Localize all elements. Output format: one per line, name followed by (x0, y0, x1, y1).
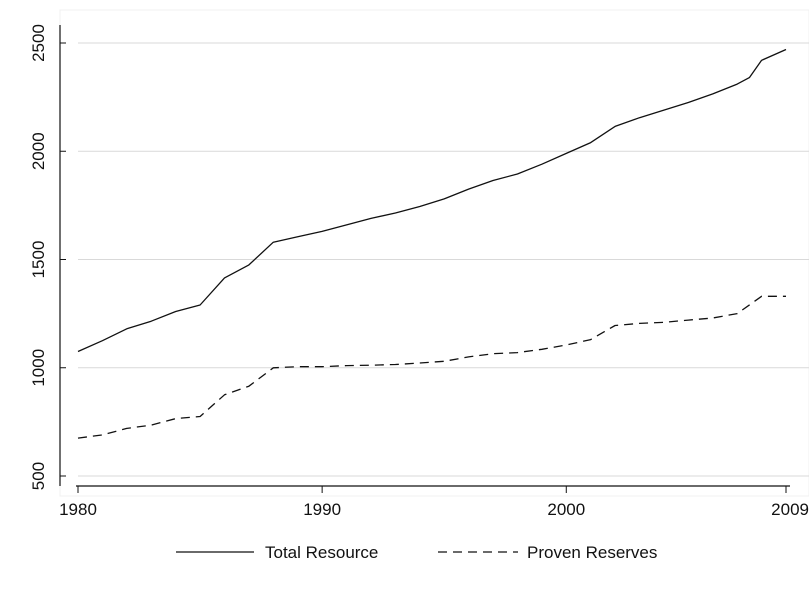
y-tick-label: 2000 (29, 132, 48, 170)
legend-label-total-resource: Total Resource (265, 543, 378, 562)
series-line-proven-reserves (77, 295, 786, 439)
axes: 500 1000 1500 2000 2500 1980 1990 2000 2009 (29, 24, 809, 519)
x-tick-label: 1980 (59, 500, 97, 519)
x-tick-label: 1990 (303, 500, 341, 519)
series-line-total-resource (77, 48, 787, 353)
x-tick-label: 2000 (547, 500, 585, 519)
y-tick-label: 2500 (29, 24, 48, 62)
series (77, 48, 787, 439)
y-tick-label: 500 (29, 462, 48, 490)
x-tick-label: 2009 (771, 500, 809, 519)
y-tick-label: 1000 (29, 349, 48, 387)
legend: Total Resource Proven Reserves (176, 543, 657, 562)
gridlines (78, 42, 809, 477)
y-tick-label: 1500 (29, 241, 48, 279)
legend-label-proven-reserves: Proven Reserves (527, 543, 657, 562)
